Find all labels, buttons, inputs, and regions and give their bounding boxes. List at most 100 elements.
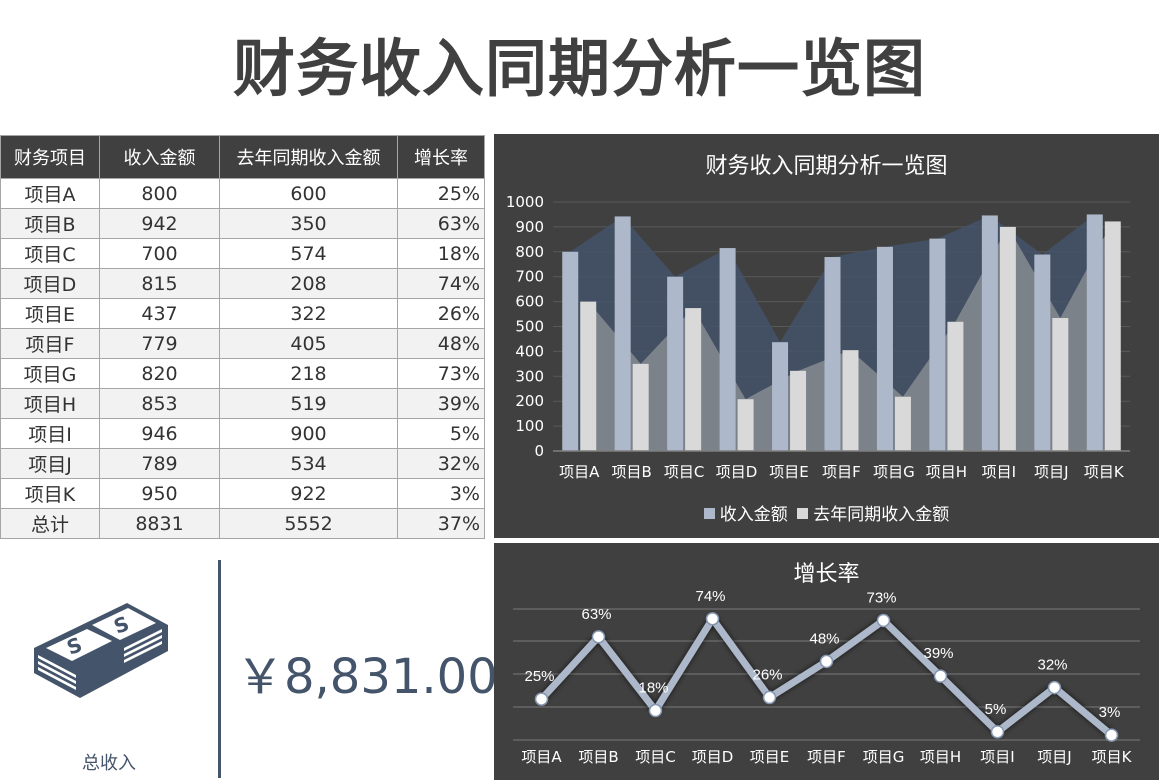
line-chart-title: 增长率: [793, 562, 860, 587]
data-label: 74%: [695, 588, 725, 605]
prior-income-bar: [737, 399, 754, 451]
income-bar: [772, 342, 789, 451]
cell-prior-income: 519: [219, 388, 398, 419]
cell-growth: 26%: [397, 298, 485, 329]
legend-label: 收入金额: [719, 505, 788, 525]
table-row: 项目C 700 574 18%: [0, 238, 485, 269]
x-tick-label: 项目B: [578, 748, 618, 766]
total-income-value: ￥8,831.00: [236, 649, 498, 705]
cell-item: 项目K: [0, 478, 100, 509]
growth-point: [819, 654, 834, 669]
cell-income: 8831: [99, 508, 220, 539]
cell-prior-income: 405: [219, 328, 398, 359]
cell-prior-income: 900: [219, 418, 398, 449]
x-tick-label: 项目E: [769, 463, 808, 481]
growth-point: [990, 725, 1005, 739]
y-tick-label: 800: [515, 243, 544, 261]
prior-income-bar: [1052, 318, 1069, 451]
x-tick-label: 项目I: [982, 463, 1016, 481]
cell-income: 942: [99, 208, 220, 239]
table-header-row: 财务项目 收入金额 去年同期收入金额 增长率: [0, 135, 485, 179]
cell-income: 820: [99, 358, 220, 389]
x-tick-label: 项目G: [863, 748, 905, 766]
cell-income: 946: [99, 418, 220, 449]
growth-point: [591, 630, 606, 644]
x-tick-label: 项目E: [750, 748, 789, 766]
prior-income-bar: [790, 370, 807, 451]
growth-point: [705, 612, 720, 626]
growth-point: [876, 613, 891, 628]
growth-point: [933, 669, 948, 683]
growth-point: [762, 690, 777, 705]
cell-income: 800: [99, 178, 220, 209]
y-tick-label: 300: [515, 367, 544, 385]
total-income-summary: S S 总收入 ￥8,831.00: [0, 545, 498, 780]
y-tick-label: 500: [515, 318, 544, 336]
cell-growth: 32%: [397, 448, 485, 479]
table-row: 项目A 800 600 25%: [0, 178, 485, 209]
data-label: 39%: [923, 645, 953, 662]
y-tick-label: 0: [534, 442, 544, 460]
income-bar: [667, 276, 684, 451]
x-tick-label: 项目A: [559, 463, 600, 481]
x-tick-label: 项目J: [1034, 463, 1068, 481]
prior-income-bar: [1104, 221, 1121, 451]
income-bar: [1034, 254, 1051, 451]
header-prior-income: 去年同期收入金额: [219, 135, 398, 179]
prior-income-bar: [685, 308, 702, 451]
x-tick-label: 项目F: [807, 748, 846, 766]
x-tick-label: 项目K: [1084, 463, 1125, 481]
income-bar: [876, 246, 893, 451]
prior-income-bar: [894, 396, 911, 451]
growth-point: [1104, 728, 1119, 742]
cell-item: 项目B: [0, 208, 100, 239]
cell-item: 项目I: [0, 418, 100, 449]
x-tick-label: 项目F: [822, 463, 861, 481]
table-total-row: 总计 8831 5552 37%: [0, 508, 485, 539]
summary-divider: [218, 560, 221, 778]
legend-label: 去年同期收入金额: [813, 505, 950, 525]
cell-item: 项目E: [0, 298, 100, 329]
header-growth: 增长率: [397, 135, 485, 179]
growth-point: [534, 692, 549, 706]
income-bar: [981, 215, 998, 451]
legend-swatch-icon: [703, 508, 715, 519]
prior-income-bar: [632, 363, 649, 451]
table-row: 项目K 950 922 3%: [0, 478, 485, 509]
data-label: 26%: [752, 666, 782, 683]
data-label: 5%: [985, 701, 1007, 718]
data-label: 48%: [809, 630, 839, 647]
prior-income-bar: [947, 321, 964, 451]
x-tick-label: 项目I: [980, 748, 1014, 766]
table-row: 项目F 779 405 48%: [0, 328, 485, 359]
income-bar: [929, 238, 946, 451]
cell-growth: 63%: [397, 208, 485, 239]
header-income: 收入金额: [99, 135, 220, 179]
table-row: 项目D 815 208 74%: [0, 268, 485, 299]
x-tick-label: 项目J: [1037, 748, 1071, 766]
cell-growth: 5%: [397, 418, 485, 449]
cell-item: 总计: [0, 508, 100, 539]
y-tick-label: 100: [515, 417, 544, 435]
x-tick-label: 项目C: [664, 463, 704, 481]
x-tick-label: 项目C: [635, 748, 675, 766]
cell-income: 950: [99, 478, 220, 509]
cell-prior-income: 574: [219, 238, 398, 269]
cell-item: 项目J: [0, 448, 100, 479]
y-tick-label: 400: [515, 342, 544, 360]
y-tick-label: 1000: [506, 193, 544, 211]
legend-item-income: 收入金额: [703, 500, 788, 525]
x-tick-label: 项目G: [873, 463, 915, 481]
cell-income: 700: [99, 238, 220, 269]
x-tick-label: 项目D: [716, 463, 758, 481]
income-table: 财务项目 收入金额 去年同期收入金额 增长率 项目A 800 600 25% 项目B 94…: [0, 135, 485, 539]
cell-item: 项目H: [0, 388, 100, 419]
income-bar-chart: 财务收入同期分析一览图 0 100 200 300 400 500 600 700 800 900…: [494, 134, 1159, 538]
income-bar: [614, 216, 631, 451]
income-bar: [1086, 214, 1103, 451]
income-bar: [719, 248, 736, 451]
cell-growth: 74%: [397, 268, 485, 299]
cell-growth: 18%: [397, 238, 485, 269]
table-row: 项目I 946 900 5%: [0, 418, 485, 449]
bar-chart-plot: 0 100 200 300 400 500 600 700 800 900 1000 项目A 项目B 项目…: [506, 193, 1130, 481]
